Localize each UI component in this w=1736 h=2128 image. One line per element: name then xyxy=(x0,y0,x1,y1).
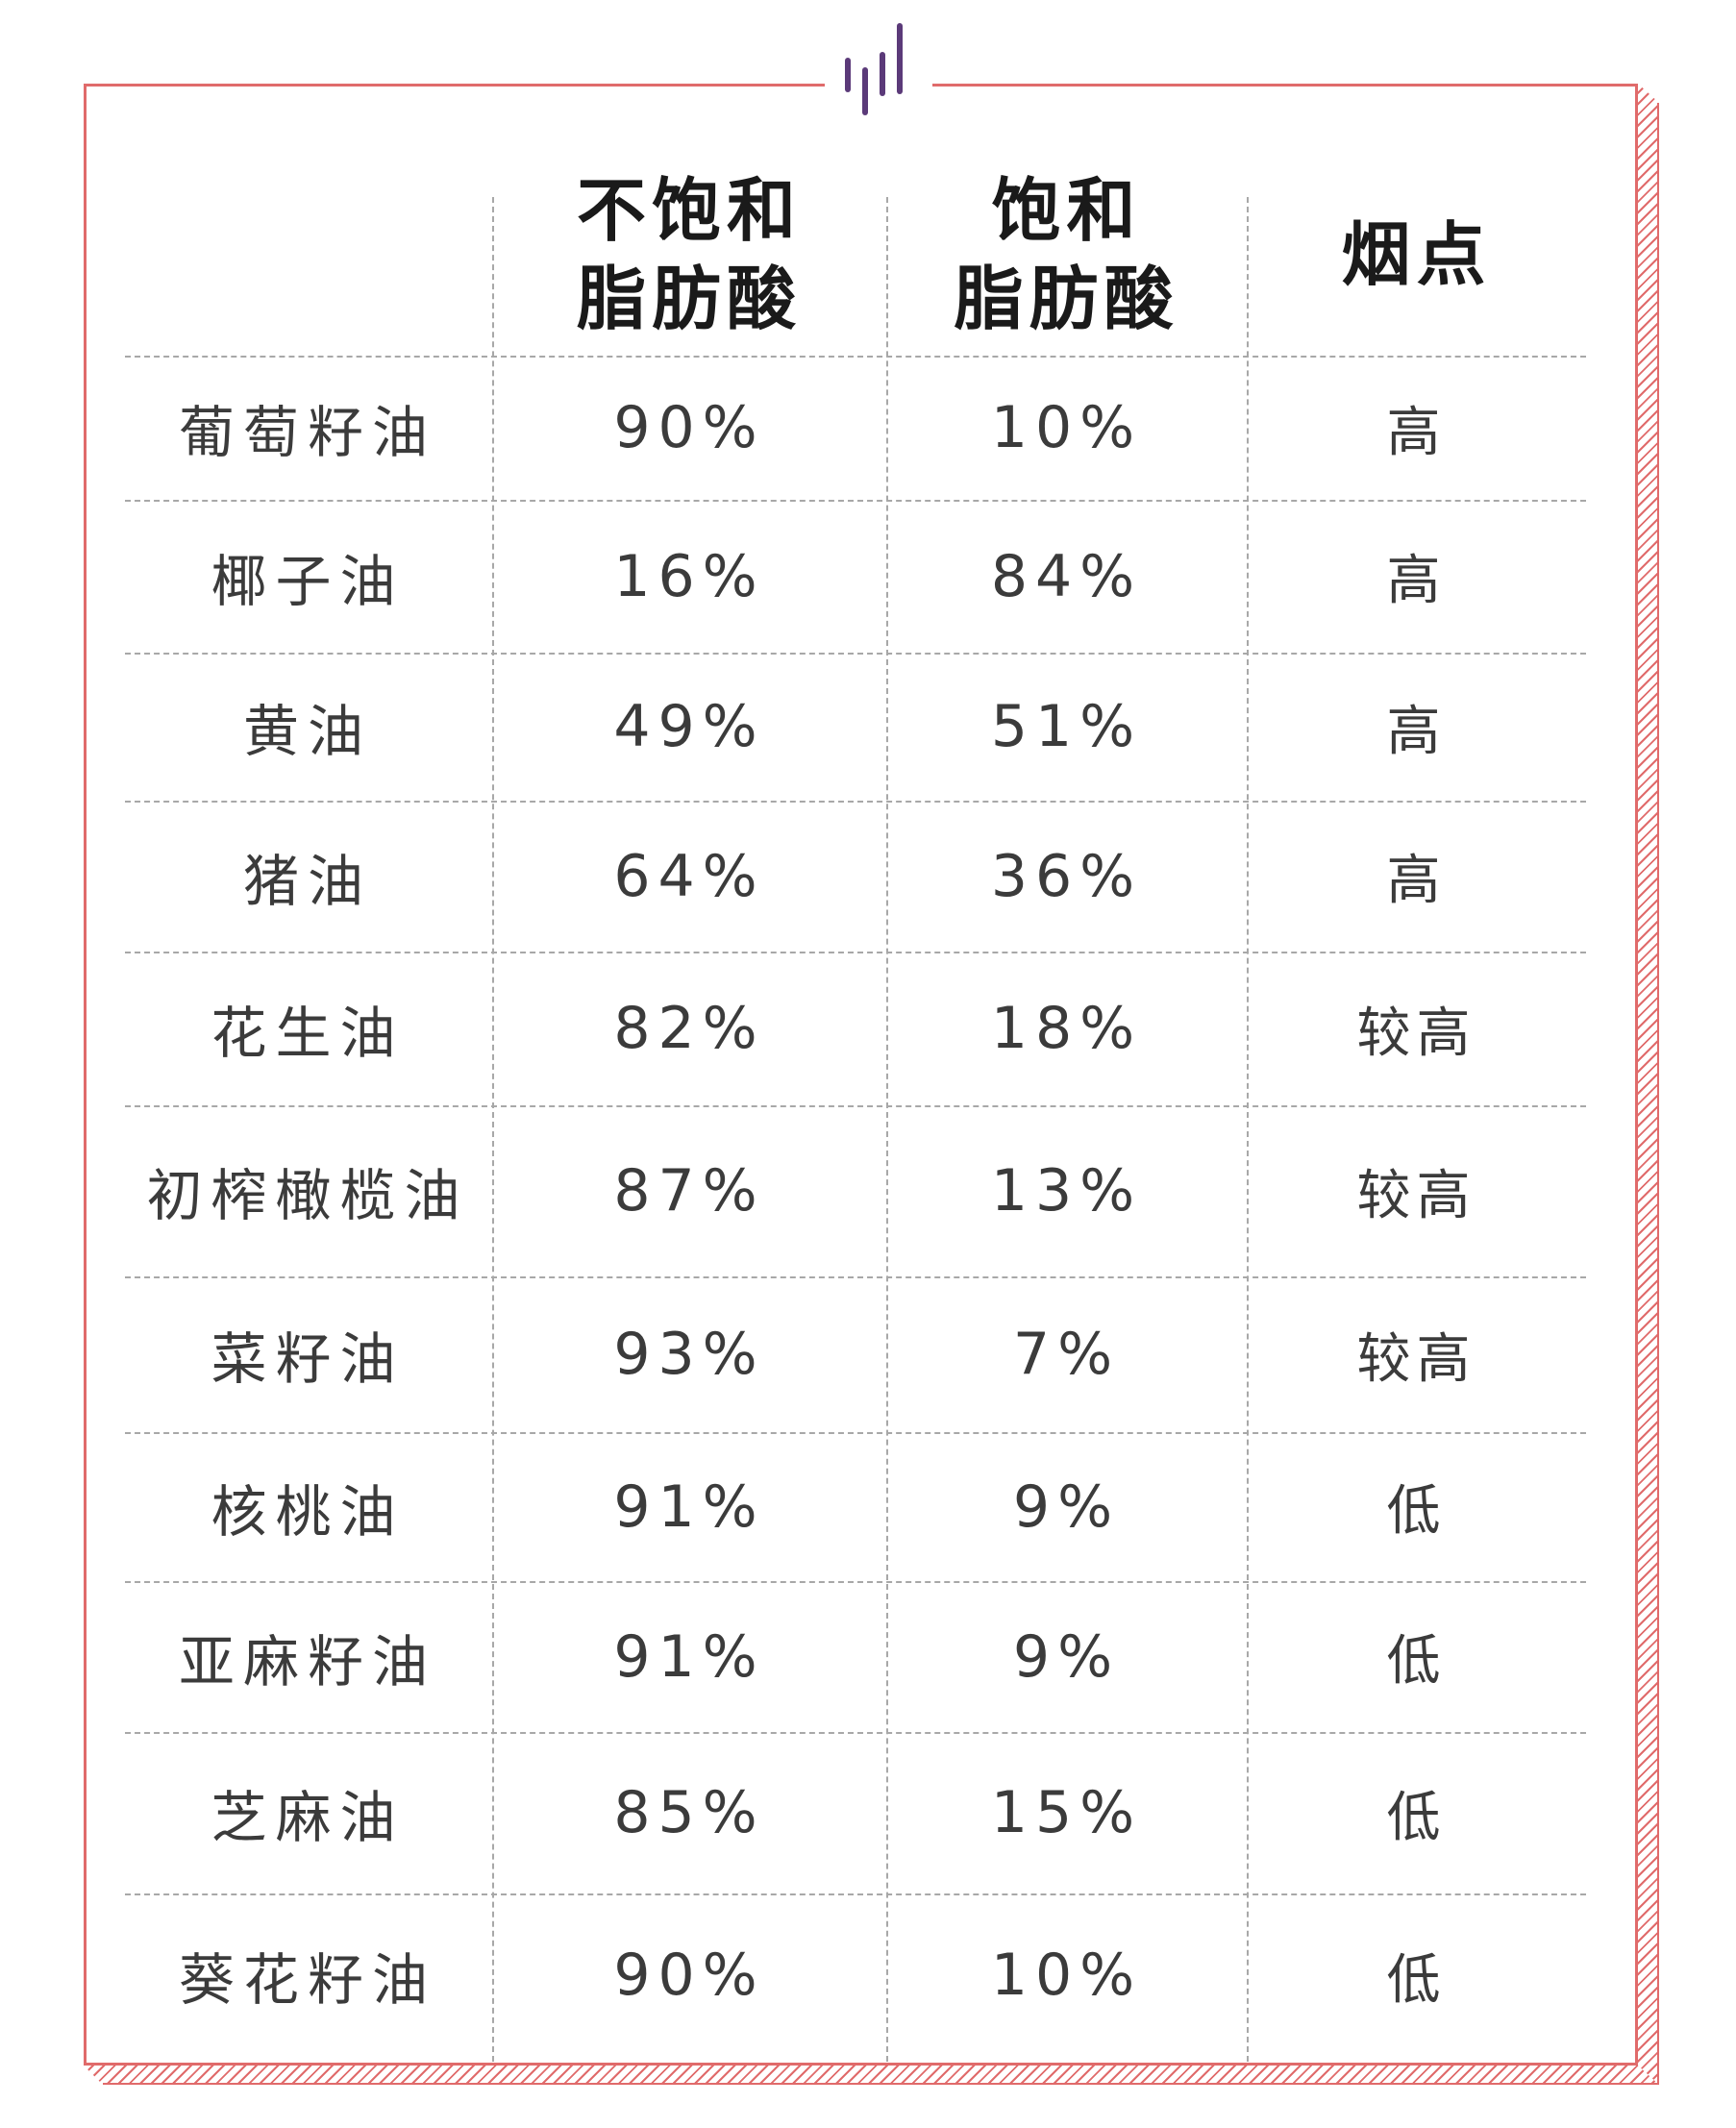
saturated-fat-cell: 51% xyxy=(990,693,1143,760)
saturated-fat-cell: 10% xyxy=(990,394,1143,461)
oil-name-cell: 初榨橄榄油 xyxy=(146,1163,469,1228)
oil-name-cell: 猪油 xyxy=(242,848,372,914)
header-oil-name xyxy=(125,154,490,356)
unsaturated-fat-cell: 49% xyxy=(613,693,765,760)
sound-bars-logo-icon xyxy=(841,23,918,123)
oil-name-cell: 花生油 xyxy=(211,1001,405,1066)
header-saturated-fat: 饱和 脂肪酸 xyxy=(886,154,1247,356)
row-divider xyxy=(125,500,1586,502)
header-text-line: 脂肪酸 xyxy=(576,259,802,339)
smoke-point-cell: 较高 xyxy=(1356,1327,1476,1391)
saturated-fat-cell: 18% xyxy=(990,995,1143,1062)
unsaturated-fat-cell: 91% xyxy=(613,1622,765,1691)
unsaturated-fat-cell: 90% xyxy=(613,394,765,461)
frame-shadow-right xyxy=(1638,84,1659,2085)
unsaturated-fat-cell: 91% xyxy=(613,1472,765,1541)
unsaturated-fat-cell: 87% xyxy=(613,1157,765,1225)
unsaturated-fat-cell: 64% xyxy=(613,842,765,910)
unsaturated-fat-cell: 82% xyxy=(613,995,765,1062)
oil-name-cell: 葵花籽油 xyxy=(178,1947,436,2013)
oil-name-cell: 亚麻籽油 xyxy=(178,1628,436,1695)
row-divider xyxy=(125,952,1586,953)
unsaturated-fat-cell: 85% xyxy=(613,1779,765,1846)
smoke-point-cell: 较高 xyxy=(1356,1002,1476,1065)
row-divider xyxy=(125,1432,1586,1434)
column-divider xyxy=(886,197,888,2062)
saturated-fat-cell: 15% xyxy=(990,1779,1143,1846)
saturated-fat-cell: 13% xyxy=(990,1157,1143,1225)
saturated-fat-cell: 7% xyxy=(1012,1321,1121,1388)
row-divider xyxy=(125,1581,1586,1583)
frame-shadow-edge-bottom xyxy=(103,2083,1659,2085)
oil-name-cell: 核桃油 xyxy=(211,1478,405,1545)
frame-shadow-edge-right xyxy=(1657,103,1659,2085)
unsaturated-fat-cell: 93% xyxy=(613,1321,765,1388)
frame-shadow-bottom xyxy=(84,2066,1659,2085)
smoke-point-cell: 低 xyxy=(1386,1630,1447,1693)
oil-name-cell: 菜籽油 xyxy=(211,1326,405,1392)
smoke-point-cell: 低 xyxy=(1386,1948,1447,2012)
unsaturated-fat-cell: 16% xyxy=(613,542,765,610)
row-divider xyxy=(125,356,1586,358)
column-divider xyxy=(492,197,494,2062)
smoke-point-cell: 低 xyxy=(1386,1480,1447,1543)
smoke-point-cell: 高 xyxy=(1386,550,1447,612)
smoke-point-cell: 高 xyxy=(1386,850,1447,912)
unsaturated-fat-cell: 90% xyxy=(613,1942,765,2009)
frame-logo-gap xyxy=(825,77,932,92)
saturated-fat-cell: 9% xyxy=(1012,1622,1121,1691)
saturated-fat-cell: 84% xyxy=(990,542,1143,610)
row-divider xyxy=(125,653,1586,655)
saturated-fat-cell: 36% xyxy=(990,842,1143,910)
header-unsaturated-fat: 不饱和 脂肪酸 xyxy=(492,154,886,356)
smoke-point-cell: 低 xyxy=(1386,1786,1447,1849)
row-divider xyxy=(125,1276,1586,1278)
header-smoke-point: 烟点 xyxy=(1247,154,1586,356)
smoke-point-cell: 较高 xyxy=(1356,1164,1476,1227)
header-text-line: 不饱和 xyxy=(576,170,802,251)
header-text-line: 烟点 xyxy=(1341,214,1492,295)
saturated-fat-cell: 10% xyxy=(990,1942,1143,2009)
row-divider xyxy=(125,1893,1586,1895)
column-divider xyxy=(1247,197,1249,2062)
oil-name-cell: 椰子油 xyxy=(211,548,405,614)
row-divider xyxy=(125,1105,1586,1107)
smoke-point-cell: 高 xyxy=(1386,700,1447,763)
oil-name-cell: 黄油 xyxy=(242,699,372,764)
oil-name-cell: 芝麻油 xyxy=(211,1785,405,1850)
header-text-line: 饱和 xyxy=(991,170,1142,251)
oil-name-cell: 葡萄籽油 xyxy=(178,400,436,465)
row-divider xyxy=(125,801,1586,803)
row-divider xyxy=(125,1732,1586,1734)
saturated-fat-cell: 9% xyxy=(1012,1472,1121,1541)
smoke-point-cell: 高 xyxy=(1386,401,1447,464)
header-text-line: 脂肪酸 xyxy=(954,259,1179,339)
